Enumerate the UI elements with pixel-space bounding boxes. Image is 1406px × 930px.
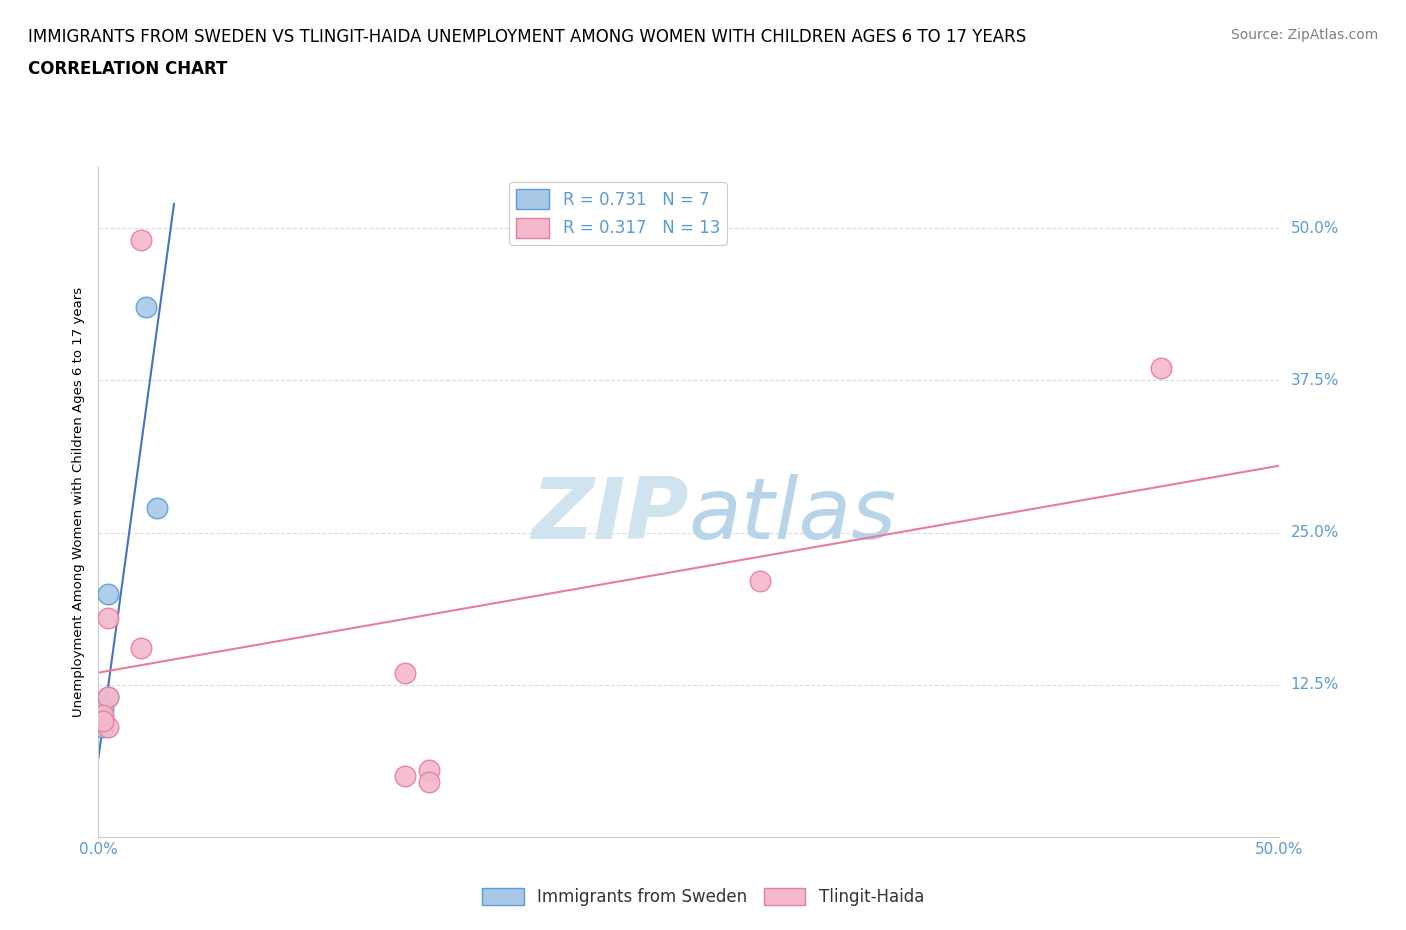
Text: 37.5%: 37.5% [1291,373,1339,388]
Legend: Immigrants from Sweden, Tlingit-Haida: Immigrants from Sweden, Tlingit-Haida [475,881,931,912]
Point [91,702,114,717]
Point [1150,361,1173,376]
Point [97,689,120,704]
Text: 12.5%: 12.5% [1291,677,1339,692]
Point [97,610,120,625]
Y-axis label: Unemployment Among Women with Children Ages 6 to 17 years: Unemployment Among Women with Children A… [72,287,86,717]
Point [748,574,770,589]
Text: CORRELATION CHART: CORRELATION CHART [28,60,228,78]
Point [418,775,440,790]
Point [97,689,120,704]
Point [135,300,157,315]
Point [418,763,440,777]
Point [146,501,169,516]
Point [91,711,114,725]
Point [129,233,152,248]
Point [91,720,114,735]
Point [129,641,152,656]
Point [91,714,114,729]
Text: atlas: atlas [689,474,897,557]
Text: Source: ZipAtlas.com: Source: ZipAtlas.com [1230,28,1378,42]
Text: 50.0%: 50.0% [1291,220,1339,236]
Text: ZIP: ZIP [531,474,689,557]
Point [91,708,114,723]
Text: 25.0%: 25.0% [1291,525,1339,540]
Legend: R = 0.731   N = 7, R = 0.317   N = 13: R = 0.731 N = 7, R = 0.317 N = 13 [509,182,727,245]
Point [394,665,416,680]
Point [97,586,120,601]
Point [97,720,120,735]
Text: IMMIGRANTS FROM SWEDEN VS TLINGIT-HAIDA UNEMPLOYMENT AMONG WOMEN WITH CHILDREN A: IMMIGRANTS FROM SWEDEN VS TLINGIT-HAIDA … [28,28,1026,46]
Point [394,769,416,784]
